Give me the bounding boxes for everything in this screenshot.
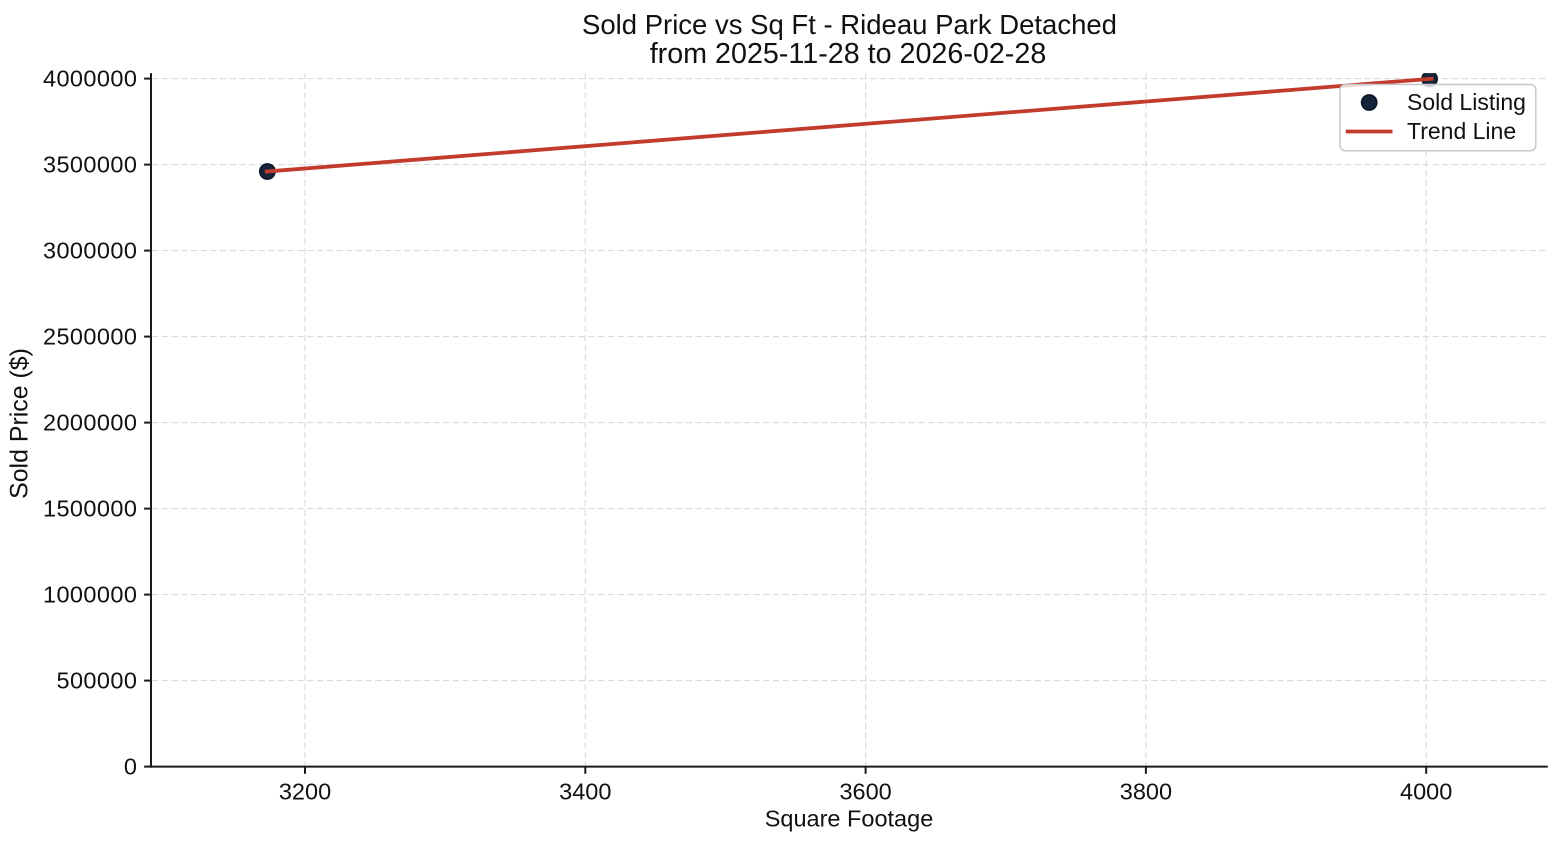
svg-text:4000000: 4000000 (43, 66, 137, 92)
svg-text:from 2025-11-28 to 2026-02-28: from 2025-11-28 to 2026-02-28 (650, 38, 1047, 70)
svg-text:1500000: 1500000 (43, 496, 137, 522)
svg-text:0: 0 (124, 754, 138, 780)
svg-text:1000000: 1000000 (43, 582, 137, 608)
svg-text:Sold Price vs Sq Ft - Rideau P: Sold Price vs Sq Ft - Rideau Park Detach… (582, 9, 1117, 40)
svg-text:3600: 3600 (839, 778, 891, 804)
svg-text:Square Footage: Square Footage (765, 806, 934, 832)
svg-text:Trend Line: Trend Line (1407, 118, 1516, 144)
svg-text:Sold Listing: Sold Listing (1407, 89, 1526, 115)
svg-text:Sold Price ($): Sold Price ($) (5, 348, 33, 499)
svg-text:3800: 3800 (1120, 778, 1172, 804)
svg-text:500000: 500000 (56, 668, 137, 694)
svg-text:3400: 3400 (559, 778, 611, 804)
svg-text:4000: 4000 (1400, 778, 1452, 804)
svg-text:3000000: 3000000 (43, 238, 137, 264)
svg-text:2500000: 2500000 (43, 324, 137, 350)
svg-text:3200: 3200 (279, 778, 331, 804)
svg-text:3500000: 3500000 (43, 152, 137, 178)
svg-text:2000000: 2000000 (43, 410, 137, 436)
